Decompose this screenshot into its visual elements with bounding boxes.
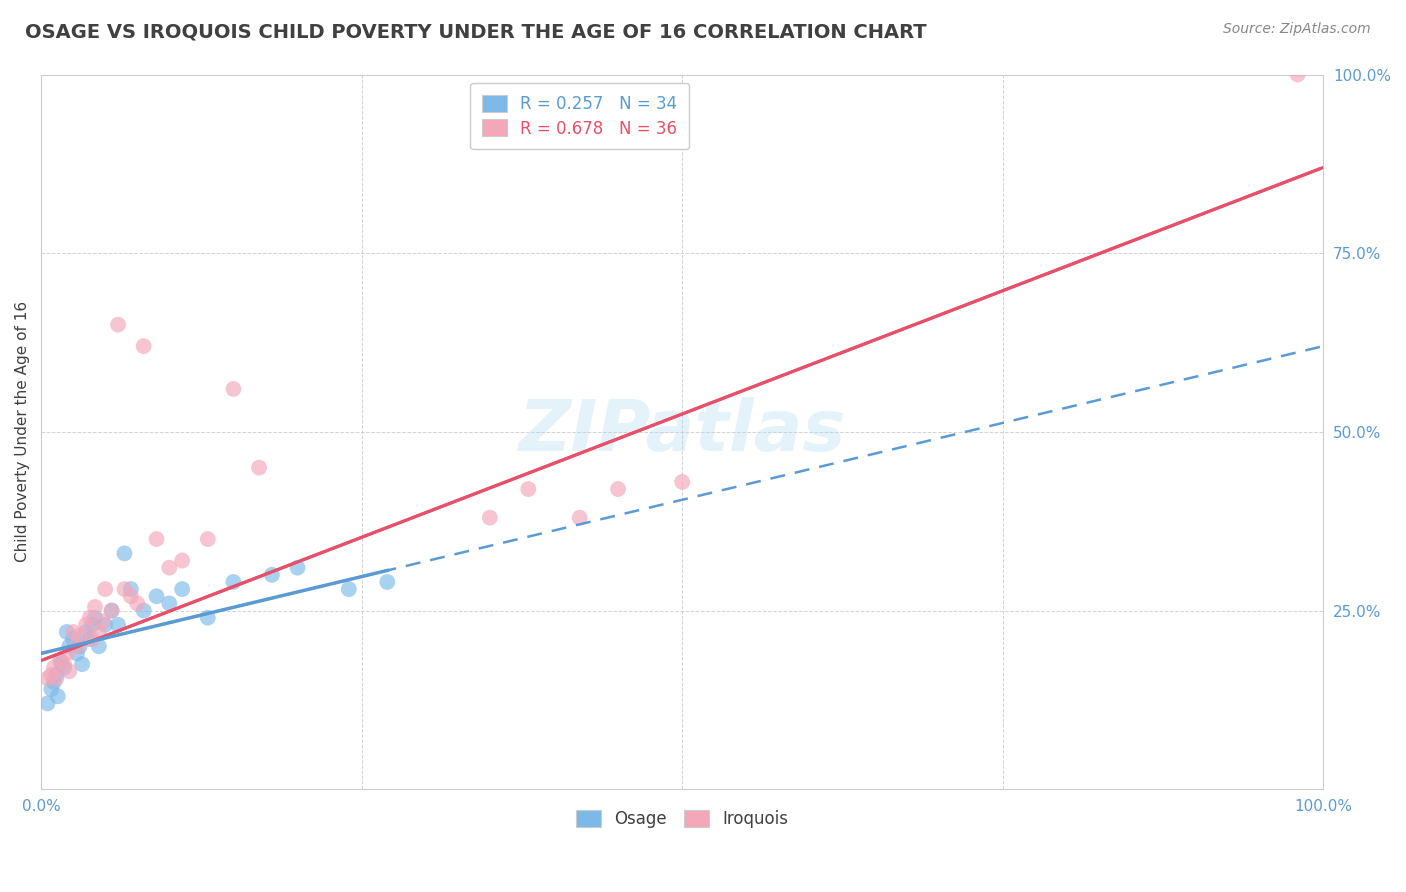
Point [94,617,117,632]
Point [79,632,101,647]
Point [671,475,693,489]
Point [70,657,93,672]
Point [375,574,398,589]
Point [337,582,360,596]
Legend: Osage, Iroquois: Osage, Iroquois [569,803,794,835]
Point [42,661,65,675]
Point [287,560,309,574]
Point [114,546,136,560]
Point [1286,68,1309,82]
Text: OSAGE VS IROQUOIS CHILD POVERTY UNDER THE AGE OF 16 CORRELATION CHART: OSAGE VS IROQUOIS CHILD POVERTY UNDER TH… [25,22,927,41]
Point [69,640,91,654]
Point [82,632,104,647]
Point [55,647,77,661]
Text: ZIPatlas: ZIPatlas [519,397,846,467]
Point [37,672,59,686]
Point [82,617,104,632]
Point [58,665,80,679]
Point [132,603,155,617]
Point [62,625,84,640]
Point [100,603,122,617]
Y-axis label: Child Poverty Under the Age of 16: Child Poverty Under the Age of 16 [15,301,30,563]
Point [172,582,194,596]
Point [51,657,73,672]
Point [247,460,270,475]
Point [107,318,129,332]
Point [49,654,72,668]
Point [75,617,97,632]
Point [478,510,501,524]
Point [197,532,219,546]
Point [84,599,107,614]
Point [69,629,91,643]
Point [75,625,97,640]
Point [58,640,80,654]
Point [94,582,117,596]
Point [45,672,67,686]
Point [87,640,110,654]
Point [53,661,76,675]
Point [79,610,101,624]
Point [145,589,167,603]
Point [45,668,67,682]
Point [222,574,245,589]
Point [49,654,72,668]
Point [62,632,84,647]
Point [260,567,283,582]
Point [41,682,63,697]
Point [53,657,76,672]
Point [66,647,89,661]
Point [132,339,155,353]
Point [114,582,136,596]
Point [100,603,122,617]
Point [157,596,180,610]
Point [120,589,142,603]
Point [120,582,142,596]
Point [87,625,110,640]
Point [517,482,540,496]
Point [55,625,77,640]
Point [197,610,219,624]
Point [46,690,69,704]
Point [66,640,89,654]
Point [157,560,180,574]
Text: Source: ZipAtlas.com: Source: ZipAtlas.com [1223,22,1371,37]
Point [42,675,65,690]
Point [127,596,149,610]
Point [41,668,63,682]
Point [37,697,59,711]
Point [172,553,194,567]
Point [84,610,107,624]
Point [107,617,129,632]
Point [568,510,591,524]
Point [91,614,114,628]
Point [222,382,245,396]
Point [607,482,630,496]
Point [145,532,167,546]
